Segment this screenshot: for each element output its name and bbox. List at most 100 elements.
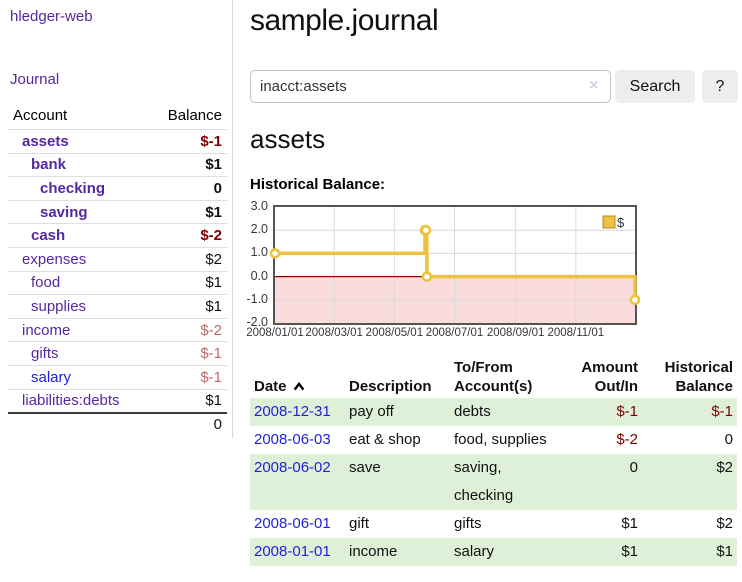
- account-tree-header: Account Balance: [8, 103, 227, 129]
- account-rows: assets $-1 bank $1 checking 0 saving $1 cash $-2 e…: [8, 129, 227, 412]
- account-link-income[interactable]: income: [22, 321, 71, 339]
- register-row: 2008-01-01 income salary $1 $1: [250, 538, 737, 566]
- account-link-checking[interactable]: checking: [40, 179, 106, 197]
- sidebar-account-row: bank $1: [8, 152, 227, 177]
- register-description-cell: save: [345, 454, 450, 510]
- legend-label: $: [617, 215, 625, 230]
- account-link-assets[interactable]: assets: [22, 132, 69, 150]
- data-point-marker: [421, 271, 433, 282]
- x-axis-tick: 2008/07/01: [425, 327, 484, 339]
- register-date-cell: 2008-06-03: [250, 426, 345, 454]
- sidebar-account-row: liabilities:debts $1: [8, 388, 227, 413]
- x-axis-tick: 2008/11/01: [547, 327, 605, 339]
- account-link-saving[interactable]: saving: [40, 203, 88, 221]
- account-link-cash[interactable]: cash: [31, 227, 66, 245]
- account-balance: $1: [205, 156, 222, 174]
- sidebar-account-row: gifts $-1: [8, 341, 227, 365]
- account-column-label: Account: [13, 107, 68, 124]
- total-balance: 0: [213, 416, 222, 434]
- register-balance-cell: $2: [716, 515, 733, 532]
- register-amount-cell: $1: [621, 515, 638, 532]
- register-description-cell: gift: [349, 515, 370, 532]
- sidebar-account-row: checking 0: [8, 176, 227, 200]
- register-balance-cell: 0: [724, 431, 733, 448]
- account-balance: $1: [205, 297, 222, 315]
- account-link-supplies[interactable]: supplies: [31, 297, 87, 315]
- sidebar-account-row: food $1: [8, 270, 227, 295]
- register-accounts-cell: saving, checking: [450, 454, 558, 510]
- sidebar-account-row: supplies $1: [8, 294, 227, 318]
- column-header-balance: Historical Balance: [664, 359, 733, 395]
- register-date-cell: 2008-01-01: [250, 538, 345, 566]
- account-link-food[interactable]: food: [31, 274, 61, 292]
- search-button[interactable]: Search: [615, 70, 695, 103]
- register-accounts-cell: food, supplies: [454, 431, 547, 448]
- register-accounts-cell: gifts: [454, 515, 482, 532]
- sidebar: hledger-web Journal Account Balance asse…: [0, 0, 233, 438]
- account-balance: 0: [213, 179, 222, 197]
- register-row: 2008-06-02 save saving, checking 0 $2: [250, 454, 737, 510]
- register-date-cell: 2008-12-31: [250, 398, 345, 426]
- data-point-marker: [269, 248, 281, 259]
- y-axis-tick: -1.0: [246, 291, 268, 306]
- register-date-cell: 2008-06-01: [250, 510, 345, 538]
- y-axis-tick: 1.0: [250, 245, 268, 260]
- sidebar-account-row: assets $-1: [8, 129, 227, 153]
- account-title: assets: [250, 124, 326, 154]
- y-axis-tick: 0.0: [250, 268, 268, 283]
- search-input[interactable]: [250, 70, 611, 103]
- sort-asc-icon: [293, 381, 304, 391]
- register-description-cell: eat & shop: [349, 431, 421, 448]
- account-balance: $1: [205, 274, 222, 292]
- register-date-cell: 2008-06-02: [250, 454, 345, 510]
- register-date-link[interactable]: 2008-12-31: [254, 403, 331, 420]
- register-amount-cell: $-1: [558, 398, 642, 426]
- account-balance: $2: [205, 250, 222, 268]
- account-balance: $-1: [200, 132, 222, 150]
- account-balance: $-2: [200, 321, 222, 339]
- column-header-description: Description: [349, 378, 432, 395]
- register-amount-cell: 0: [558, 454, 642, 510]
- register-row: 2008-06-01 gift gifts $1 $2: [250, 510, 737, 538]
- register-description-cell: pay off: [345, 398, 450, 426]
- account-link-gifts[interactable]: gifts: [31, 345, 59, 363]
- sidebar-total-row: 0: [8, 412, 227, 436]
- sidebar-account-row: cash $-2: [8, 223, 227, 247]
- register-table: Date Description To/From Account(s) Amou…: [250, 358, 737, 566]
- x-axis-tick: 2008/05/01: [365, 327, 424, 339]
- sidebar-account-row: saving $1: [8, 199, 227, 224]
- register-date-link[interactable]: 2008-06-01: [254, 515, 331, 532]
- register-date-link[interactable]: 2008-06-02: [254, 459, 331, 476]
- register-amount-cell: $-2: [616, 431, 638, 448]
- register-amount-cell: $1: [558, 538, 642, 566]
- y-axis-tick: 3.0: [250, 199, 268, 213]
- sidebar-account-row: expenses $2: [8, 246, 227, 271]
- app-brand-link[interactable]: hledger-web: [10, 8, 93, 25]
- register-row: 2008-06-03 eat & shop food, supplies $-2 0: [250, 426, 737, 454]
- x-axis-tick: 2008/03/01: [305, 327, 363, 339]
- register-date-link[interactable]: 2008-01-01: [254, 543, 331, 560]
- account-link-bank[interactable]: bank: [31, 156, 67, 174]
- column-header-accounts: To/From Account(s): [454, 359, 533, 395]
- account-link-salary[interactable]: salary: [31, 368, 72, 386]
- balance-chart-plot[interactable]: $: [269, 205, 641, 325]
- register-description-cell: income: [345, 538, 450, 566]
- date-column-label: Date: [254, 378, 287, 395]
- balance-column-label: Balance: [167, 107, 222, 124]
- register-balance-cell: $-1: [642, 398, 737, 426]
- column-header-date[interactable]: Date: [250, 358, 345, 398]
- sidebar-account-row: salary $-1: [8, 364, 227, 389]
- help-button[interactable]: ?: [702, 70, 738, 103]
- sidebar-item-journal[interactable]: Journal: [10, 71, 60, 88]
- y-axis-tick: 2.0: [250, 222, 268, 237]
- data-point-marker: [629, 294, 641, 306]
- account-link-liabilities-debts[interactable]: liabilities:debts: [22, 392, 120, 410]
- register-balance-cell: $1: [642, 538, 737, 566]
- clear-search-icon[interactable]: ×: [589, 77, 599, 94]
- column-header-amount: Amount Out/In: [581, 359, 638, 395]
- sidebar-account-row: income $-2: [8, 317, 227, 342]
- register-date-link[interactable]: 2008-06-03: [254, 431, 331, 448]
- account-link-expenses[interactable]: expenses: [22, 250, 87, 268]
- chart-heading: Historical Balance:: [250, 176, 386, 193]
- account-balance: $1: [205, 203, 222, 221]
